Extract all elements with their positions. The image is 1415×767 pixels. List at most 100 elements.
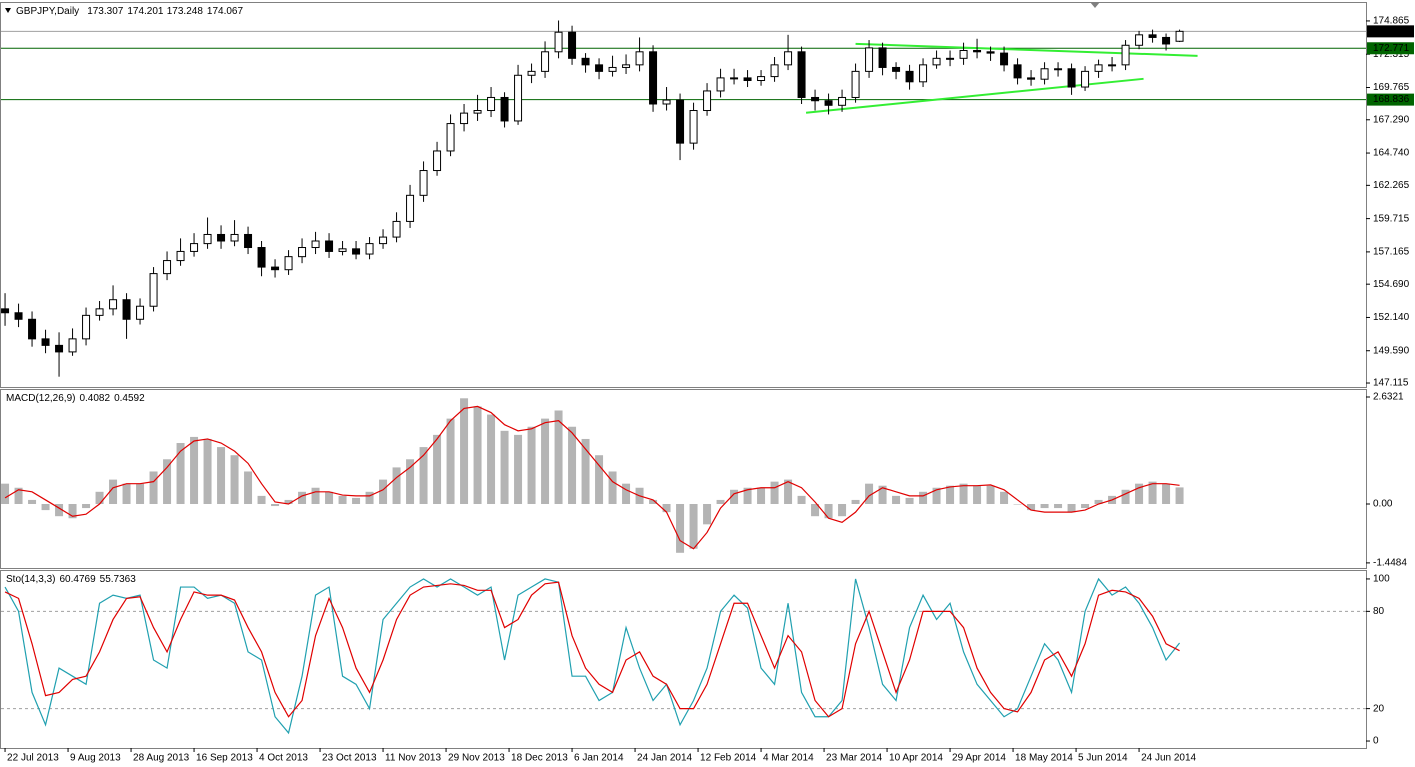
- x-tick-label: 11 Nov 2013: [385, 753, 441, 764]
- menu-arrow: [5, 8, 11, 13]
- macd-bar: [1013, 504, 1022, 505]
- macd-bar: [838, 504, 847, 517]
- macd-bar: [1148, 481, 1157, 505]
- macd-bar: [527, 426, 536, 505]
- x-tick-label: 22 Jul 2013: [7, 753, 59, 764]
- macd-bar: [541, 418, 550, 505]
- symbol-title: GBPJPY,Daily: [16, 6, 79, 17]
- macd-bar: [68, 504, 77, 519]
- macd-bar: [136, 483, 145, 505]
- y-tick-label: 152.140: [1373, 312, 1410, 323]
- macd-bar: [473, 406, 482, 505]
- candle-body: [635, 51, 644, 66]
- candle-body: [1135, 34, 1144, 46]
- macd-bar: [28, 499, 37, 505]
- x-tick-label: 29 Nov 2013: [448, 753, 505, 764]
- candle-body: [122, 299, 131, 320]
- macd-bar: [55, 504, 64, 517]
- macd-bar: [338, 495, 347, 505]
- y-tick-label: 80: [1373, 606, 1385, 617]
- price-level-label: 174.067: [1373, 26, 1410, 37]
- candle-body: [689, 110, 698, 144]
- candle-body: [811, 96, 820, 102]
- macd-bar: [500, 430, 509, 505]
- candle-body: [946, 57, 955, 60]
- macd-bar: [878, 485, 887, 505]
- macd-bar: [176, 443, 185, 505]
- price-panel: [0, 2, 1367, 388]
- macd-panel: [0, 389, 1367, 569]
- candle-body: [325, 240, 334, 252]
- price-level-box: [1367, 42, 1414, 55]
- y-tick-label: 0.00: [1373, 499, 1393, 510]
- macd-bar: [109, 479, 118, 505]
- candle-body: [1081, 70, 1090, 88]
- candle-body: [770, 64, 779, 78]
- macd-bar: [716, 499, 725, 505]
- header-high: 174.201: [127, 6, 164, 17]
- macd-bar: [730, 489, 739, 505]
- x-tick-label: 28 Aug 2013: [133, 753, 190, 764]
- candle-body: [851, 70, 860, 98]
- candle-body: [298, 247, 307, 258]
- macd-bar: [595, 455, 604, 505]
- x-tick-label: 10 Apr 2014: [889, 753, 943, 764]
- candle-body: [271, 266, 280, 271]
- candle-body: [1094, 64, 1103, 72]
- header-low: 173.248: [167, 6, 204, 17]
- candle-body: [1054, 68, 1063, 71]
- macd-bar: [1000, 491, 1009, 505]
- y-tick-label: 157.165: [1373, 247, 1410, 258]
- candle-body: [568, 31, 577, 59]
- candle-body: [203, 233, 212, 245]
- candle-body: [959, 49, 968, 59]
- y-tick-label: 164.740: [1373, 148, 1410, 159]
- candle-body: [1067, 68, 1076, 88]
- macd-bar: [554, 410, 563, 505]
- candle-body: [406, 194, 415, 222]
- macd-header: MACD(12,26,9) 0.4082 0.4592: [6, 393, 145, 404]
- price-level-box: [1367, 93, 1414, 106]
- candle-body: [41, 338, 50, 346]
- x-tick-label: 24 Jun 2014: [1141, 753, 1196, 764]
- candle-body: [392, 220, 401, 238]
- candle-body: [581, 57, 590, 66]
- candle-body: [514, 74, 523, 122]
- price-header: GBPJPY,Daily 173.307 174.201 173.248 174.067: [16, 6, 243, 17]
- candle-body: [95, 308, 104, 316]
- candle-body: [986, 51, 995, 54]
- macd-bar: [662, 504, 671, 513]
- candle-body: [190, 243, 199, 252]
- candle-body: [676, 99, 685, 144]
- y-tick-label: 174.865: [1373, 16, 1410, 27]
- y-tick-label: -1.4484: [1373, 558, 1407, 569]
- macd-bar: [865, 483, 874, 505]
- macd-bar: [905, 497, 914, 505]
- macd-bar: [1040, 504, 1049, 509]
- macd-bar: [203, 438, 212, 505]
- stoch-header: Sto(14,3,3) 60.4769 55.7363: [6, 574, 136, 585]
- candle-body: [784, 51, 793, 66]
- candle-body: [527, 70, 536, 76]
- macd-bar: [1121, 489, 1130, 505]
- macd-bar: [217, 447, 226, 505]
- y-tick-label: 172.315: [1373, 49, 1410, 60]
- candle-body: [973, 49, 982, 53]
- candle-body: [446, 123, 455, 152]
- candle-body: [163, 260, 172, 275]
- candle-body: [176, 250, 185, 262]
- y-tick-label: 162.265: [1373, 180, 1410, 191]
- candle-body: [352, 248, 361, 255]
- x-tick-label: 5 Jun 2014: [1078, 753, 1128, 764]
- macd-bar: [271, 504, 280, 507]
- macd-bar: [770, 481, 779, 505]
- candle-body: [460, 112, 469, 125]
- macd-bar: [703, 504, 712, 525]
- candle-body: [14, 312, 23, 320]
- candle-body: [82, 314, 91, 340]
- macd-bar: [932, 487, 941, 505]
- macd-bar: [986, 485, 995, 505]
- x-tick-label: 6 Jan 2014: [574, 753, 624, 764]
- macd-bar: [122, 483, 131, 505]
